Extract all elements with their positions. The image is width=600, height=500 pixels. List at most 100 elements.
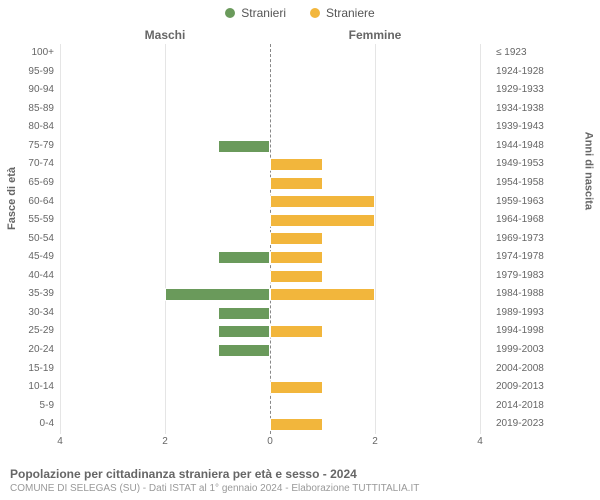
age-label: 10-14 <box>0 378 58 397</box>
birth-label: 1974-1978 <box>492 248 600 267</box>
birth-label: 1949-1953 <box>492 155 600 174</box>
birth-label: 1929-1933 <box>492 81 600 100</box>
age-label: 70-74 <box>0 155 58 174</box>
header-male: Maschi <box>60 28 270 42</box>
plot-area <box>60 44 480 434</box>
birth-label: 1934-1938 <box>492 100 600 119</box>
data-row <box>60 174 480 193</box>
population-pyramid-chart: Stranieri Straniere Maschi Femmine Fasce… <box>0 0 600 500</box>
y-axis-right-labels: ≤ 19231924-19281929-19331934-19381939-19… <box>492 44 600 434</box>
data-row <box>60 63 480 82</box>
age-label: 40-44 <box>0 267 58 286</box>
x-tick-label: 2 <box>372 436 378 447</box>
data-row <box>60 137 480 156</box>
chart-title: Popolazione per cittadinanza straniera p… <box>10 467 419 481</box>
bar-female <box>270 214 375 227</box>
birth-label: 2004-2008 <box>492 360 600 379</box>
bar-female <box>270 381 323 394</box>
data-row <box>60 304 480 323</box>
age-label: 30-34 <box>0 304 58 323</box>
birth-label: 1964-1968 <box>492 211 600 230</box>
birth-label: 1989-1993 <box>492 304 600 323</box>
birth-label: 2019-2023 <box>492 415 600 434</box>
birth-label: 1999-2003 <box>492 341 600 360</box>
age-label: 0-4 <box>0 415 58 434</box>
bar-male <box>218 251 271 264</box>
age-label: 50-54 <box>0 230 58 249</box>
data-row <box>60 285 480 304</box>
birth-label: 1924-1928 <box>492 63 600 82</box>
legend-label-female: Straniere <box>326 6 375 20</box>
legend: Stranieri Straniere <box>0 0 600 20</box>
legend-item-female: Straniere <box>310 6 375 20</box>
data-row <box>60 415 480 434</box>
birth-label: 2009-2013 <box>492 378 600 397</box>
y-axis-left-labels: 100+95-9990-9485-8980-8475-7970-7465-696… <box>0 44 58 434</box>
data-row <box>60 341 480 360</box>
x-tick-label: 2 <box>162 436 168 447</box>
birth-label: 1969-1973 <box>492 230 600 249</box>
legend-swatch-male <box>225 8 235 18</box>
header-female: Femmine <box>270 28 480 42</box>
bar-male <box>218 140 271 153</box>
age-label: 65-69 <box>0 174 58 193</box>
chart-footer: Popolazione per cittadinanza straniera p… <box>10 467 419 494</box>
bar-female <box>270 232 323 245</box>
data-row <box>60 155 480 174</box>
bar-female <box>270 177 323 190</box>
age-label: 75-79 <box>0 137 58 156</box>
chart-subtitle: COMUNE DI SELEGAS (SU) - Dati ISTAT al 1… <box>10 483 419 494</box>
age-label: 85-89 <box>0 100 58 119</box>
age-label: 20-24 <box>0 341 58 360</box>
birth-label: ≤ 1923 <box>492 44 600 63</box>
birth-label: 1984-1988 <box>492 285 600 304</box>
age-label: 90-94 <box>0 81 58 100</box>
column-headers: Maschi Femmine <box>0 28 600 42</box>
age-label: 25-29 <box>0 322 58 341</box>
data-row <box>60 267 480 286</box>
birth-label: 1959-1963 <box>492 193 600 212</box>
x-axis-labels: 42024 <box>60 436 480 450</box>
data-row <box>60 81 480 100</box>
age-label: 95-99 <box>0 63 58 82</box>
bar-male <box>165 288 270 301</box>
x-tick-label: 0 <box>267 436 273 447</box>
bar-female <box>270 270 323 283</box>
data-row <box>60 378 480 397</box>
age-label: 100+ <box>0 44 58 63</box>
age-label: 80-84 <box>0 118 58 137</box>
bar-male <box>218 344 271 357</box>
bar-female <box>270 195 375 208</box>
data-row <box>60 193 480 212</box>
age-label: 60-64 <box>0 193 58 212</box>
bar-female <box>270 325 323 338</box>
data-row <box>60 211 480 230</box>
data-row <box>60 322 480 341</box>
bar-female <box>270 288 375 301</box>
data-row <box>60 100 480 119</box>
bar-female <box>270 418 323 431</box>
age-label: 35-39 <box>0 285 58 304</box>
legend-swatch-female <box>310 8 320 18</box>
data-row <box>60 118 480 137</box>
birth-label: 1954-1958 <box>492 174 600 193</box>
birth-label: 1944-1948 <box>492 137 600 156</box>
birth-label: 1939-1943 <box>492 118 600 137</box>
data-row <box>60 248 480 267</box>
x-tick-label: 4 <box>477 436 483 447</box>
legend-item-male: Stranieri <box>225 6 286 20</box>
legend-label-male: Stranieri <box>241 6 286 20</box>
data-row <box>60 397 480 416</box>
birth-label: 1979-1983 <box>492 267 600 286</box>
birth-label: 1994-1998 <box>492 322 600 341</box>
data-row <box>60 44 480 63</box>
bar-female <box>270 251 323 264</box>
bar-male <box>218 307 271 320</box>
data-row <box>60 360 480 379</box>
age-label: 15-19 <box>0 360 58 379</box>
age-label: 5-9 <box>0 397 58 416</box>
data-row <box>60 230 480 249</box>
birth-label: 2014-2018 <box>492 397 600 416</box>
gridline <box>480 44 481 434</box>
age-label: 45-49 <box>0 248 58 267</box>
